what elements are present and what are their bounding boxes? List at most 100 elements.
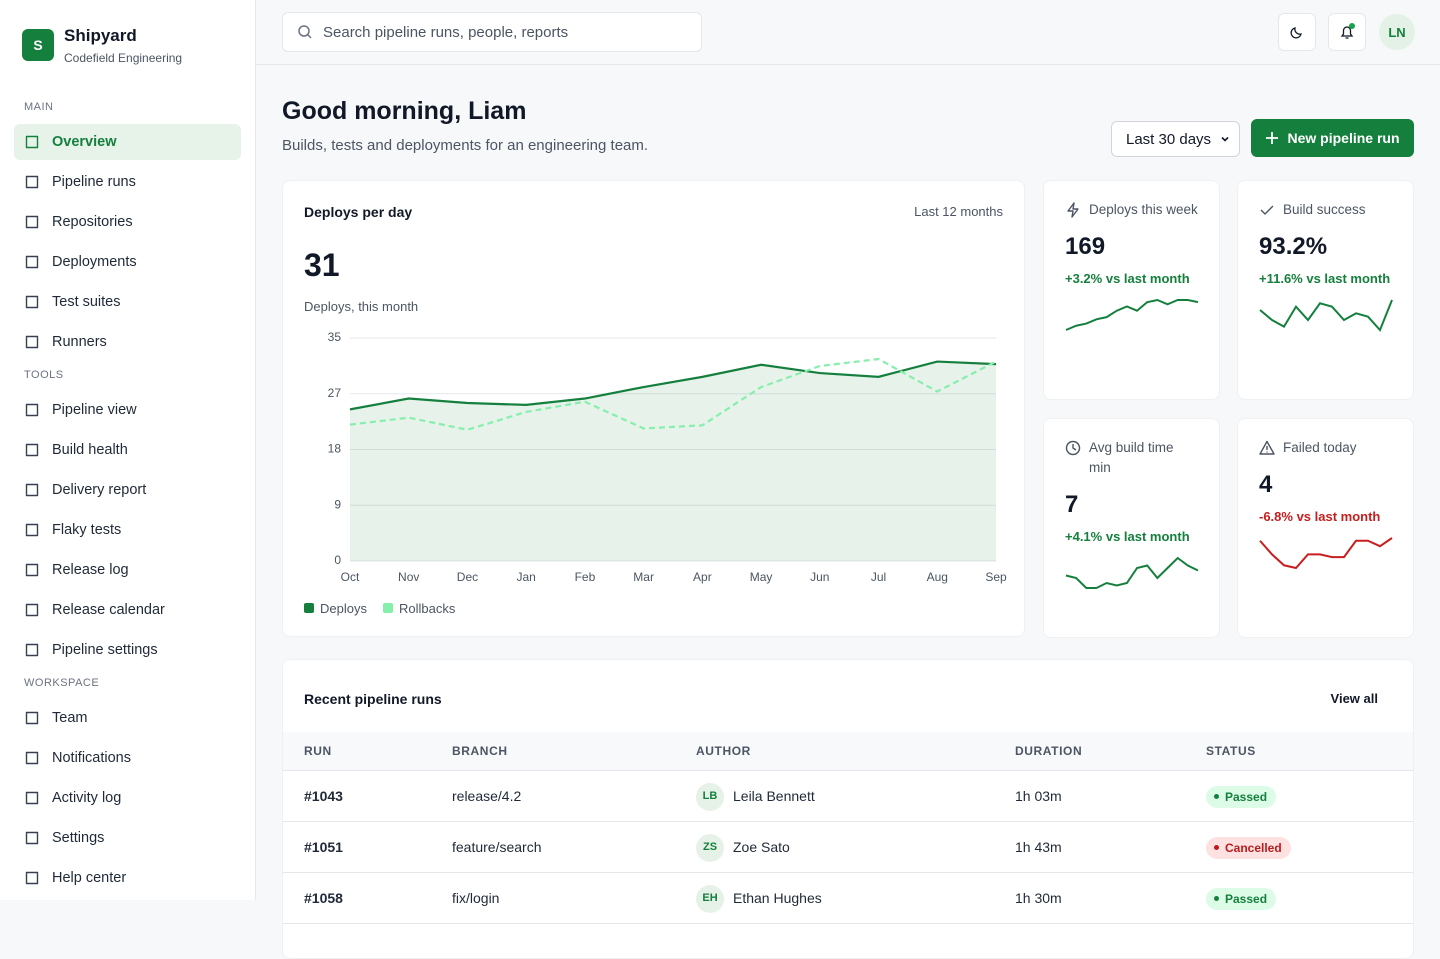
view-all-link[interactable]: View all	[1330, 691, 1378, 706]
stat-change: +11.6% vs last month	[1259, 271, 1391, 286]
table-title: Recent pipeline runs	[304, 691, 442, 707]
icon-path	[25, 711, 39, 725]
icon	[25, 643, 39, 657]
x-tick-label: Apr	[693, 570, 712, 584]
runs-table-card: Recent pipeline runs View all RUN BRANCH A…	[282, 659, 1414, 959]
nav-item[interactable]: Settings	[14, 820, 241, 856]
x-tick-label: Jun	[810, 570, 829, 584]
nav-item[interactable]: Help center	[14, 860, 241, 896]
nav-item[interactable]: Release log	[14, 552, 241, 588]
icon	[25, 751, 39, 765]
x-tick-label: Oct	[341, 570, 360, 584]
plus-icon	[1266, 132, 1279, 144]
chart-period: Last 12 months	[914, 204, 1003, 219]
area	[350, 361, 996, 561]
status-dot	[1214, 845, 1219, 850]
icon	[1065, 440, 1081, 456]
nav-item[interactable]: Overview	[14, 124, 241, 160]
user-avatar[interactable]: LN	[1379, 14, 1415, 50]
icon	[25, 403, 39, 417]
button-label: New pipeline run	[1287, 130, 1400, 146]
stat-label-row: Build success	[1259, 200, 1392, 220]
y-tick-label: 27	[328, 386, 342, 400]
new-run-button[interactable]: New pipeline run	[1251, 119, 1414, 157]
table-row[interactable]: #1058 fix/login EH Ethan Hughes 1h 30m Passed	[283, 873, 1413, 924]
brand-org: Codefield Engineering	[64, 51, 183, 65]
table-row[interactable]: #1043 release/4.2 LB Leila Bennett 1h 03m Pas…	[283, 771, 1413, 822]
author-name: Leila Bennett	[733, 788, 815, 804]
x-tick-label: Nov	[398, 570, 419, 584]
status-badge: Passed	[1206, 785, 1277, 808]
author-initials: ZS	[696, 833, 724, 862]
legend-swatch	[382, 603, 393, 613]
sparkline-line	[1259, 537, 1393, 570]
y-tick-label: 35	[328, 330, 342, 344]
author-name: Ethan Hughes	[733, 890, 822, 906]
nav-item[interactable]: Repositories	[14, 204, 241, 240]
range-select[interactable]: Last 30 days	[1111, 121, 1240, 157]
table-row[interactable]: #1051 feature/search ZS Zoe Sato 1h 43m Cance…	[283, 822, 1413, 873]
status-cell: Passed	[1206, 771, 1277, 822]
icon	[25, 831, 39, 845]
run-id: #1043	[304, 788, 343, 804]
author-initials: EH	[696, 884, 724, 913]
logo: S	[22, 29, 54, 61]
column-header: AUTHOR	[696, 744, 751, 758]
stat-label-row: Avg build time min	[1065, 438, 1198, 478]
sparkline-line	[1065, 298, 1199, 331]
icon-path	[25, 295, 39, 309]
nav-item[interactable]: Pipeline runs	[14, 164, 241, 200]
nav-item[interactable]: Notifications	[14, 740, 241, 776]
nav-label: Flaky tests	[52, 522, 122, 538]
stat-value: 7	[1065, 491, 1079, 518]
icon	[25, 791, 39, 805]
nav-item[interactable]: Test suites	[14, 284, 241, 320]
icon-path	[25, 135, 39, 149]
status-badge: Cancelled	[1206, 836, 1291, 859]
app: S Shipyard Codefield Engineering MAIN Ove…	[14, 0, 1440, 959]
stat-label: Avg build time min	[1089, 440, 1174, 475]
brand-name: Shipyard	[64, 26, 137, 45]
nav-label: Pipeline runs	[52, 174, 136, 190]
icon-path	[25, 215, 39, 229]
stat-label-row: Failed today	[1259, 438, 1392, 458]
nav-item[interactable]: Activity log	[14, 780, 241, 816]
nav-item[interactable]: Build health	[14, 432, 241, 468]
nav-item[interactable]: Runners	[14, 324, 241, 360]
nav-label: Runners	[52, 334, 107, 350]
stat-label: Build success	[1283, 202, 1366, 217]
nav-item[interactable]: Pipeline settings	[14, 632, 241, 668]
nav-label: Pipeline view	[52, 402, 137, 418]
nav-item[interactable]: Pipeline view	[14, 392, 241, 428]
search-placeholder: Search pipeline runs, people, reports	[323, 23, 569, 41]
stat-label: Deploys this week	[1089, 202, 1198, 217]
column-header: BRANCH	[452, 744, 508, 758]
duration: 1h 43m	[1015, 839, 1062, 855]
nav-item[interactable]: Deployments	[14, 244, 241, 280]
nav-label: Notifications	[52, 750, 131, 766]
stat-value: 4	[1259, 471, 1273, 498]
nav-item[interactable]: Flaky tests	[14, 512, 241, 548]
duration: 1h 30m	[1015, 890, 1062, 906]
icon-path	[25, 751, 39, 765]
sparkline	[1259, 299, 1393, 332]
theme-button[interactable]	[1278, 13, 1316, 51]
duration: 1h 03m	[1015, 788, 1062, 804]
sparkline-line	[1259, 299, 1393, 332]
nav-item[interactable]: Release calendar	[14, 592, 241, 628]
sparkline	[1065, 298, 1199, 331]
branch: release/4.2	[452, 788, 522, 804]
icon-path	[25, 335, 39, 349]
icon-path	[25, 175, 39, 189]
stat-label: Failed today	[1283, 440, 1357, 455]
status-label: Passed	[1225, 891, 1268, 906]
nav-item[interactable]: Delivery report	[14, 472, 241, 508]
branch: feature/search	[452, 839, 542, 855]
column-header: DURATION	[1015, 744, 1083, 758]
nav-label: Release log	[52, 562, 129, 578]
notifications-button[interactable]	[1328, 13, 1366, 51]
search[interactable]: Search pipeline runs, people, reports	[282, 12, 702, 52]
nav-item[interactable]: Team	[14, 700, 241, 736]
page-title: Good morning, Liam	[282, 97, 527, 125]
series-line	[349, 360, 997, 411]
